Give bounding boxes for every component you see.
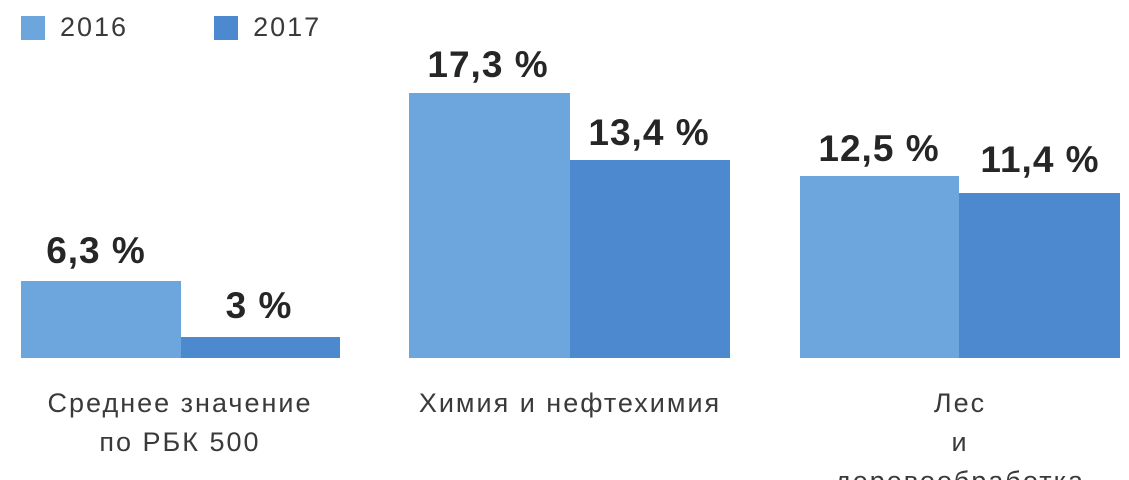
bar-2016-forest: [800, 176, 959, 358]
value-label-2017-chemistry: 13,4 %: [588, 112, 710, 153]
bar-2017-chemistry: [570, 160, 730, 358]
legend-label-2017: 2017: [253, 12, 322, 42]
legend-item-2016: 2016: [21, 12, 128, 43]
category-label-avg-rbk500: Среднее значение по РБК 500: [47, 388, 313, 457]
value-label-2016-avg-rbk500: 6,3 %: [46, 230, 146, 271]
bar-2016-avg-rbk500: [21, 281, 181, 358]
value-label-2017-avg-rbk500: 3 %: [225, 285, 293, 326]
value-label-2016-chemistry: 17,3 %: [427, 44, 549, 85]
value-label-2017-forest: 11,4 %: [980, 139, 1100, 180]
legend-item-2017: 2017: [214, 12, 321, 43]
bar-2017-forest: [959, 193, 1120, 358]
category-label-chemistry: Химия и нефтехимия: [418, 388, 722, 418]
value-label-2016-forest: 12,5 %: [818, 128, 940, 169]
legend: 2016 2017: [21, 12, 321, 43]
bar-2016-chemistry: [409, 93, 570, 358]
legend-swatch-2016: [21, 15, 45, 40]
legend-label-2016: 2016: [60, 12, 129, 42]
legend-swatch-2017: [214, 15, 239, 40]
bar-2017-avg-rbk500: [181, 337, 340, 358]
category-label-forest: Лес и деревообработка: [835, 388, 1083, 480]
